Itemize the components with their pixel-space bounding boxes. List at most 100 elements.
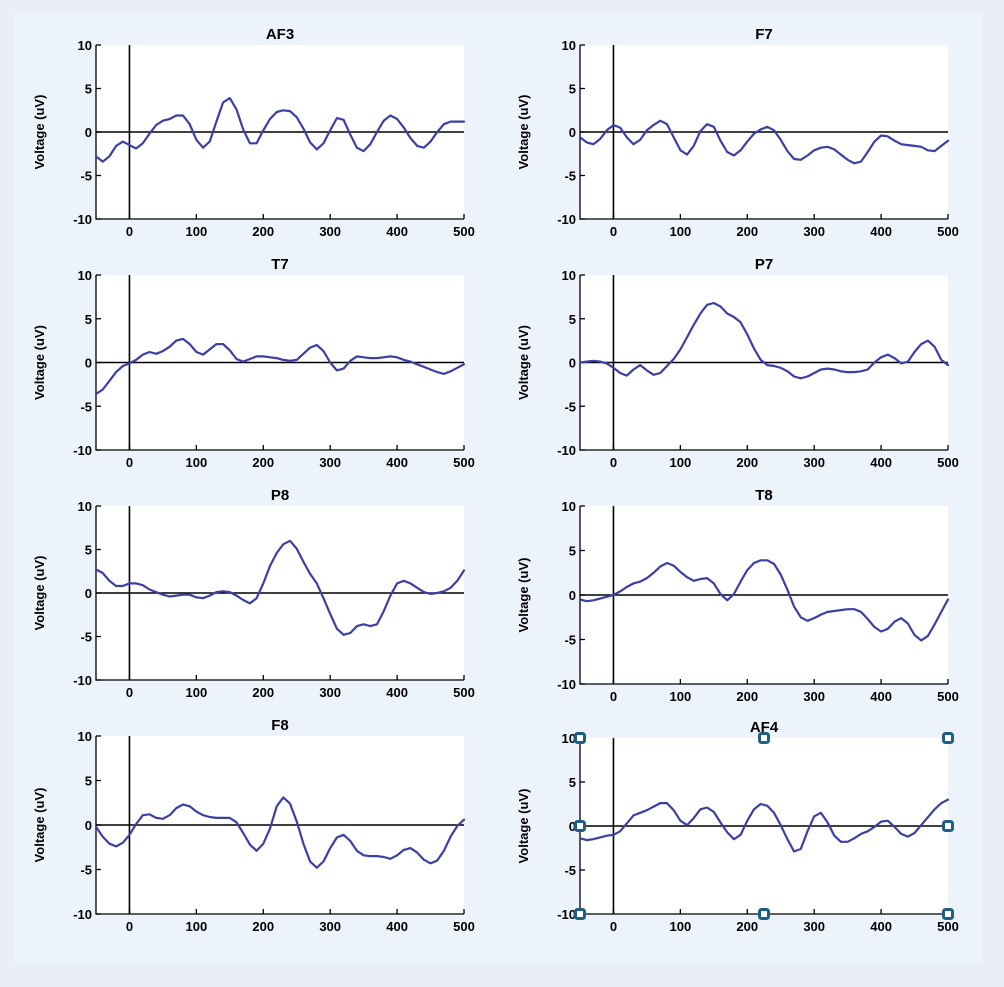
y-tick-label: -5 (80, 169, 92, 184)
selection-handle[interactable] (758, 908, 770, 920)
x-tick-label: 200 (252, 224, 274, 239)
y-tick-label: -10 (73, 907, 92, 922)
y-tick-label: 0 (569, 819, 576, 834)
y-tick-label: 5 (85, 312, 92, 327)
subplot-title: AF3 (266, 26, 294, 43)
x-tick-label: 300 (319, 919, 341, 934)
y-tick-label: -10 (557, 677, 576, 692)
x-tick-label: 300 (803, 224, 825, 239)
y-tick-label: -10 (557, 212, 576, 227)
y-tick-label: -5 (80, 863, 92, 878)
y-tick-label: 0 (569, 588, 576, 603)
subplot-p8: 10 5 0 -5 -10 0 100 200 300 400 500 P8 Voltage (uV) (32, 487, 475, 700)
subplot-title: F7 (755, 26, 773, 43)
y-tick-label: 10 (78, 499, 92, 514)
y-tick-label: 0 (85, 818, 92, 833)
x-tick-label: 100 (186, 919, 208, 934)
y-axis-label: Voltage (uV) (32, 788, 47, 863)
subplot-f8: 10 5 0 -5 -10 0 100 200 300 400 500 F8 Voltage (uV) (32, 717, 475, 934)
x-tick-label: 0 (610, 689, 617, 704)
y-tick-label: -5 (564, 863, 576, 878)
y-tick-label: -10 (73, 673, 92, 688)
erp-waveform-af4 (578, 798, 950, 853)
x-tick-label: 400 (870, 919, 892, 934)
x-tick-label: 100 (670, 919, 692, 934)
selection-handle[interactable] (574, 732, 586, 744)
y-tick-label: -10 (73, 443, 92, 458)
x-tick-label: 500 (453, 685, 475, 700)
y-tick-label: 0 (85, 125, 92, 140)
x-tick-label: 200 (736, 455, 758, 470)
subplot-t8: 10 5 0 -5 -10 0 100 200 300 400 500 T8 Voltage (uV) (516, 487, 959, 704)
x-tick-label: 200 (252, 685, 274, 700)
y-tick-label: 5 (569, 775, 576, 790)
x-tick-label: 400 (386, 455, 408, 470)
y-tick-label: -5 (564, 169, 576, 184)
subplot-t7: 10 5 0 -5 -10 0 100 200 300 400 500 T7 Voltage (uV) (32, 256, 475, 470)
subplot-title: P7 (755, 256, 773, 273)
x-tick-label: 0 (126, 919, 133, 934)
erp-waveform-af3 (94, 97, 466, 163)
selection-handle[interactable] (942, 732, 954, 744)
y-tick-label: 0 (85, 356, 92, 371)
x-tick-label: 300 (319, 455, 341, 470)
selection-handle[interactable] (942, 908, 954, 920)
selection-handle[interactable] (574, 820, 586, 832)
y-axis-label: Voltage (uV) (516, 95, 531, 170)
y-tick-label: 5 (85, 543, 92, 558)
x-tick-label: 500 (937, 224, 959, 239)
y-axis-label: Voltage (uV) (516, 558, 531, 633)
x-tick-label: 300 (803, 919, 825, 934)
x-tick-label: 0 (126, 224, 133, 239)
erp-waveform-p7 (578, 301, 950, 380)
subplot-f7: 10 5 0 -5 -10 0 100 200 300 400 500 F7 Voltage (uV) (516, 26, 959, 239)
x-tick-label: 400 (870, 455, 892, 470)
x-tick-label: 500 (453, 224, 475, 239)
x-tick-label: 500 (937, 919, 959, 934)
x-tick-label: 500 (453, 455, 475, 470)
x-tick-label: 200 (736, 224, 758, 239)
erp-waveform-t7 (94, 337, 466, 396)
y-tick-label: -10 (557, 907, 576, 922)
y-tick-label: 10 (562, 499, 576, 514)
y-tick-label: 10 (562, 731, 576, 746)
y-tick-label: 10 (78, 729, 92, 744)
y-tick-label: -5 (564, 633, 576, 648)
x-tick-label: 300 (803, 689, 825, 704)
x-tick-label: 200 (736, 919, 758, 934)
y-tick-label: -5 (564, 399, 576, 414)
x-tick-label: 200 (252, 455, 274, 470)
y-tick-label: -5 (80, 630, 92, 645)
x-tick-label: 400 (386, 685, 408, 700)
y-axis-label: Voltage (uV) (32, 95, 47, 170)
x-tick-label: 100 (670, 455, 692, 470)
selection-handle[interactable] (758, 732, 770, 744)
y-tick-label: -10 (73, 212, 92, 227)
y-tick-label: 0 (569, 125, 576, 140)
y-axis-label: Voltage (uV) (516, 325, 531, 400)
subplot-af3: 10 5 0 -5 -10 0 100 200 300 400 500 AF3 Voltage (uV) (32, 26, 475, 239)
x-tick-label: 0 (610, 224, 617, 239)
erp-waveform-f7 (578, 119, 950, 165)
y-axis-label: Voltage (uV) (516, 789, 531, 864)
selection-handle[interactable] (942, 820, 954, 832)
x-tick-label: 400 (386, 919, 408, 934)
x-tick-label: 400 (870, 224, 892, 239)
x-tick-label: 0 (126, 685, 133, 700)
y-tick-label: 0 (85, 586, 92, 601)
x-tick-label: 100 (186, 224, 208, 239)
x-tick-label: 400 (870, 689, 892, 704)
x-tick-label: 100 (186, 685, 208, 700)
x-tick-label: 300 (803, 455, 825, 470)
selection-handle[interactable] (574, 908, 586, 920)
x-tick-label: 500 (453, 919, 475, 934)
subplot-title: AF4 (750, 719, 779, 736)
subplot-af4: 10 5 0 -5 -10 0 100 200 300 400 500 AF4 Voltage (uV) (516, 719, 959, 934)
x-tick-label: 0 (126, 455, 133, 470)
y-tick-label: 10 (562, 268, 576, 283)
subplot-title: T7 (271, 256, 289, 273)
y-tick-label: 5 (85, 82, 92, 97)
y-tick-label: 5 (569, 82, 576, 97)
figure-panel: 10 5 0 -5 -10 0 100 200 300 400 500 AF3 Voltage (uV)… (14, 14, 982, 964)
